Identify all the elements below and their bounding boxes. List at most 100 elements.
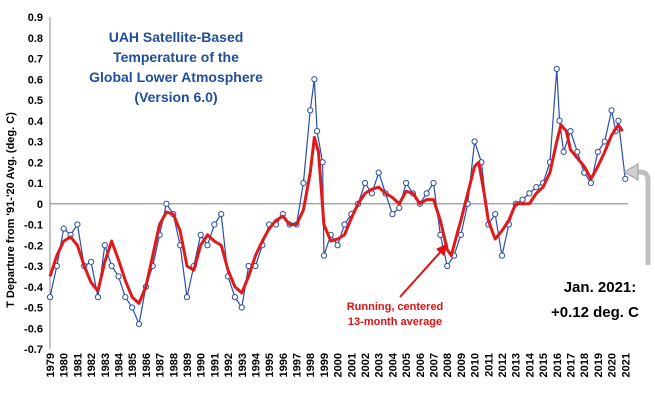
chart-title: UAH Satellite-Based Temperature of the G… [89,29,263,105]
x-tick-label: 2012 [497,353,509,377]
y-tick-label: 0 [37,199,43,211]
y-tick-label: 0.2 [28,157,43,169]
x-tick-label: 1988 [168,353,180,377]
monthly-point [396,204,403,211]
monthly-line [49,68,626,327]
y-tick-label: 0.5 [28,95,43,107]
monthly-point [135,321,143,328]
x-tick-label: 2017 [565,353,577,377]
monthly-point [375,169,382,176]
running-average-annotation: Running, centered 13-month average [347,243,448,328]
monthly-point [197,231,204,238]
x-tick-label: 2013 [511,353,523,377]
x-tick-label: 2015 [538,353,550,377]
x-tick-label: 1980 [59,353,71,377]
x-tick-label: 1991 [209,353,221,377]
monthly-point [608,107,615,114]
title-line-4: (Version 6.0) [134,89,217,105]
x-tick-label: 1986 [141,353,153,377]
monthly-point [498,252,506,259]
monthly-point [115,273,122,280]
x-tick-label: 1979 [45,353,57,377]
monthly-point [313,128,321,135]
monthly-point [601,138,608,145]
x-tick-label: 1997 [292,353,304,377]
monthly-point [218,211,225,218]
monthly-point [46,294,54,301]
x-tick-label: 1999 [319,353,331,377]
y-tick-label: 0.6 [28,74,43,86]
x-tick-label: 1984 [113,352,125,377]
running-label-line-1: Running, centered [347,301,444,313]
monthly-point [567,128,574,135]
y-tick-label: -0.7 [24,344,43,356]
monthly-point [129,304,136,311]
monthly-point [622,175,629,182]
monthly-point [101,242,108,249]
y-tick-label: -0.1 [24,220,43,232]
running-average-series [48,123,624,305]
title-line-1: UAH Satellite-Based [109,29,244,45]
y-tick-label: -0.2 [24,240,43,252]
monthly-point [492,211,499,218]
monthly-point [519,196,526,203]
running-arrow-head [436,243,448,256]
monthly-point [87,258,95,265]
y-tick-label: 0.7 [28,54,43,66]
y-axis-label: T Departure from '91-'20 Avg. (deg. C) [5,112,17,308]
monthly-point [526,190,533,197]
monthly-point [163,200,170,207]
running-average-line [48,123,624,305]
x-axis-ticks: 1979 1980 1981 1982 1983 1984 1985 1986 1987 1988… [45,352,632,377]
x-tick-label: 2016 [552,353,564,377]
latest-value-annotation: Jan. 2021: +0.12 deg. C [551,163,651,321]
x-tick-label: 2007 [429,353,441,377]
monthly-point [74,221,81,228]
x-tick-label: 2021 [620,353,632,377]
y-tick-label: -0.6 [24,323,43,335]
monthly-point [389,211,396,218]
monthly-point [307,107,314,114]
x-tick-label: 1996 [278,353,290,377]
latest-arrow-head [622,163,639,181]
x-tick-label: 2019 [593,353,605,377]
x-tick-label: 2010 [470,353,482,377]
x-tick-label: 2011 [483,353,495,377]
monthly-point [553,65,560,72]
monthly-point [471,138,478,145]
monthly-point [320,252,328,259]
x-tick-label: 1992 [223,353,235,377]
monthly-point [334,242,341,249]
monthly-point [231,294,239,301]
monthly-point [444,262,451,270]
monthly-point [423,190,430,197]
monthly-point [311,76,318,83]
title-line-2: Temperature of the [113,49,239,65]
latest-label-line-1: Jan. 2021: [564,279,637,296]
x-tick-label: 1982 [86,353,98,377]
x-tick-label: 2002 [360,353,372,377]
x-tick-label: 1983 [100,353,112,377]
monthly-point [361,179,369,187]
x-tick-label: 2000 [333,353,345,377]
monthly-point [183,294,191,301]
x-tick-label: 2006 [415,353,427,377]
x-tick-label: 1989 [182,353,194,377]
y-tick-label: 0.1 [28,178,43,190]
x-tick-label: 2020 [607,353,619,377]
monthly-point [122,294,129,301]
monthly-point [560,148,567,155]
x-tick-label: 2009 [456,353,468,377]
monthly-point [300,179,307,187]
y-tick-label: 0.4 [28,116,44,128]
x-tick-label: 1985 [127,353,139,377]
x-tick-label: 1990 [196,353,208,377]
x-tick-label: 1981 [72,353,84,377]
monthly-point [574,148,581,155]
monthly-point [238,304,245,311]
x-tick-label: 2003 [374,353,386,377]
latest-label-line-2: +0.12 deg. C [551,304,639,321]
x-tick-label: 1987 [155,353,167,377]
y-tick-label: -0.3 [24,261,43,273]
